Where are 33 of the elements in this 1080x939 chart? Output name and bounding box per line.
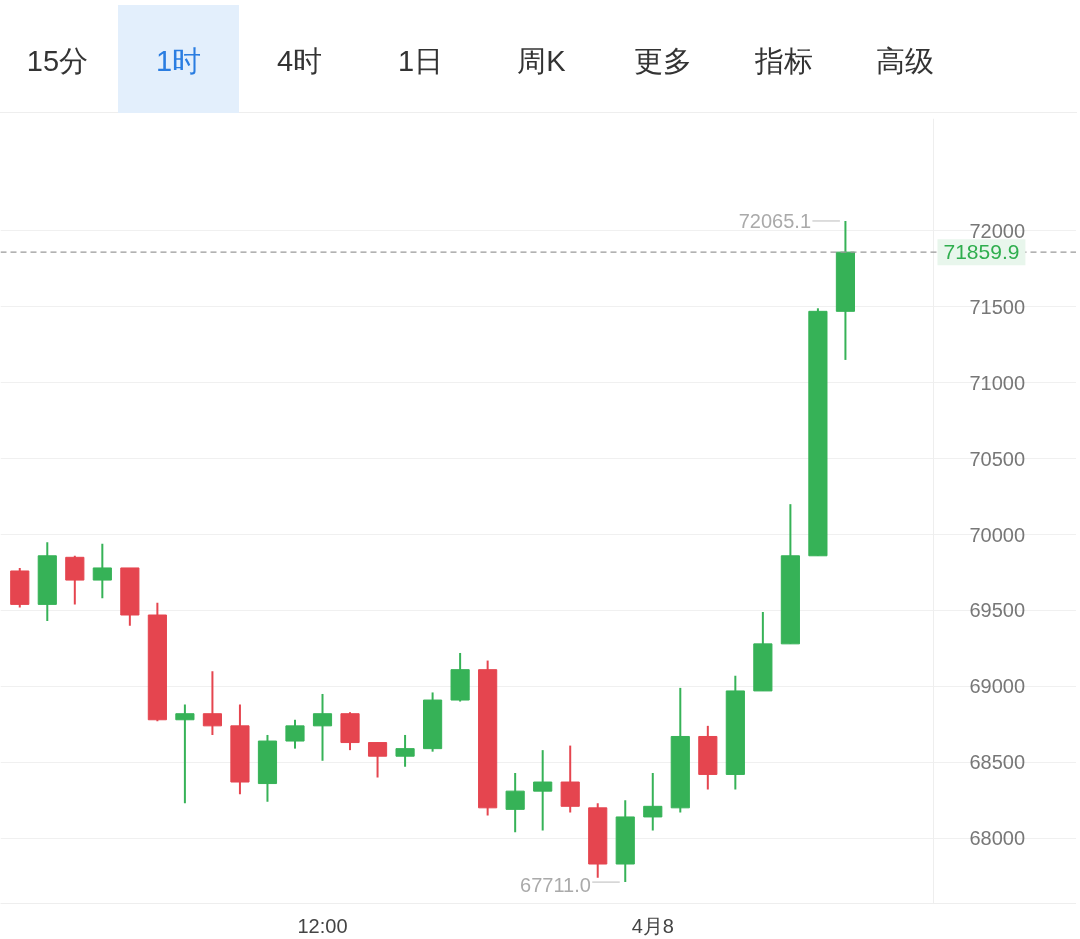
candlestick (367, 741, 388, 779)
candlestick (202, 670, 222, 736)
y-tick-label: 68500 (969, 751, 1026, 774)
y-tick-label: 72000 (969, 219, 1026, 242)
annotation: 67711.0 (520, 874, 591, 897)
y-tick-label: 70000 (969, 523, 1026, 546)
candlestick (92, 542, 112, 600)
y-tick-label: 71500 (969, 295, 1026, 318)
candlestick (65, 554, 85, 606)
text: 4时 (275, 44, 324, 79)
candlestick (175, 703, 195, 805)
text: 更多 (632, 44, 693, 79)
y-tick-label: 69000 (969, 675, 1026, 698)
text: 1日 (396, 44, 445, 79)
text: 15分 (25, 44, 90, 79)
y-tick-label: 70500 (969, 447, 1026, 470)
text: 1时 (118, 5, 239, 113)
text: 高级 (874, 44, 935, 79)
text: 指标 (753, 44, 814, 79)
y-tick-label: 69500 (969, 599, 1026, 622)
x-tick-label: 12:00 (297, 914, 348, 937)
candlestick (533, 749, 553, 832)
candlestick (505, 771, 525, 834)
candlestick (285, 718, 305, 750)
annotation: 72065.1 (738, 209, 812, 232)
text: 周K (516, 44, 567, 79)
y-tick-label: 71000 (969, 371, 1026, 394)
y-tick-label: 68000 (969, 827, 1026, 850)
ref-line-label: 71859.9 (943, 240, 1020, 264)
candlestick (395, 733, 415, 768)
candlestick (312, 692, 333, 762)
x-tick-label: 4月8 (631, 914, 674, 937)
candlestick (643, 771, 663, 832)
